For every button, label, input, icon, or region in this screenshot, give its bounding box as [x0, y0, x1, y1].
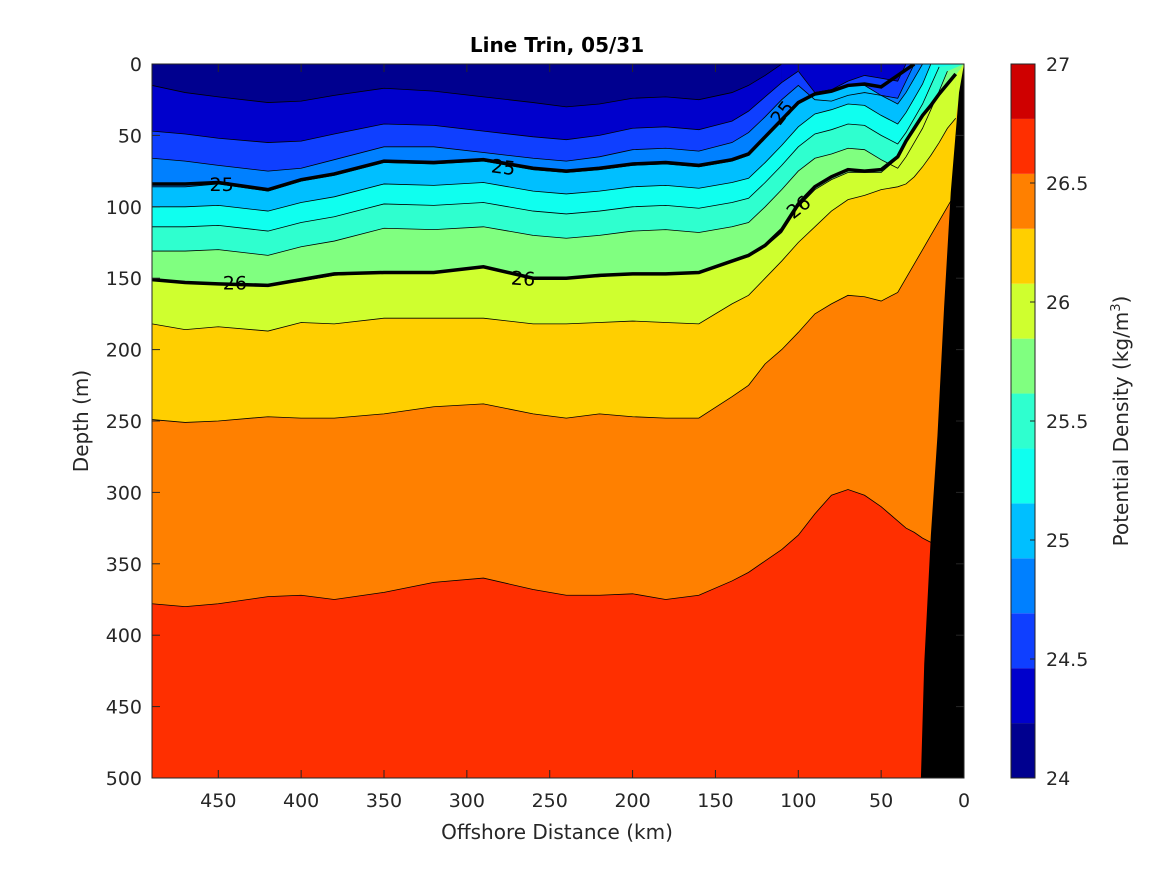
y-tick-label: 300	[106, 482, 142, 504]
x-tick-label: 0	[958, 790, 970, 812]
y-tick-label: 400	[106, 625, 142, 647]
contour-line-25.5	[152, 64, 932, 212]
bathymetry-layer	[920, 64, 964, 778]
x-tick-label: 150	[697, 790, 733, 812]
contour-label-0: 25	[210, 174, 234, 196]
contour-line-26	[152, 70, 948, 256]
y-tick-label: 100	[106, 197, 142, 219]
y-tick-label: 500	[106, 768, 142, 790]
colorbar-tick-label: 26.5	[1046, 173, 1088, 195]
x-tick-label: 50	[869, 790, 893, 812]
y-tick-label: 200	[106, 340, 142, 362]
colorbar-tick-label: 24	[1046, 768, 1070, 790]
colorbar-segment	[1011, 448, 1035, 504]
contour-label-text: 26	[510, 267, 536, 291]
bathymetry-land	[920, 64, 964, 778]
x-tick-label: 350	[366, 790, 402, 812]
contour-label-text: 25	[210, 174, 234, 196]
x-axis-label: Offshore Distance (km)	[441, 820, 673, 844]
contour-band-27	[152, 489, 931, 778]
bold-contour-25	[152, 64, 916, 192]
x-tick-label: 300	[449, 790, 485, 812]
y-axis-label: Depth (m)	[69, 370, 93, 472]
colorbar-segment	[1011, 338, 1035, 394]
x-axis: 450 400 350 300 250 200 150 100 50 0	[200, 64, 970, 812]
colorbar-label: Potential Density (kg/m3)	[1109, 296, 1133, 547]
bold-contour-26	[152, 72, 958, 288]
colorbar-segment	[1011, 118, 1035, 174]
contour-line-layer	[152, 64, 958, 608]
x-tick-label: 400	[283, 790, 319, 812]
x-tick-label: 250	[532, 790, 568, 812]
contour-label-4: 26	[510, 267, 536, 291]
chart-title: Line Trin, 05/31	[470, 33, 644, 57]
contour-line-27	[152, 489, 932, 608]
colorbar-label-main: Potential Density (kg/m	[1109, 312, 1133, 547]
colorbar-segment	[1011, 173, 1035, 229]
x-tick-label: 450	[200, 790, 236, 812]
contour-label-3: 26	[223, 272, 247, 294]
y-tick-label: 150	[106, 268, 142, 290]
x-tick-label: 100	[780, 790, 816, 812]
y-tick-label: 350	[106, 554, 142, 576]
colorbar-segment	[1011, 64, 1035, 119]
colorbar-label-superscript: 3	[1109, 303, 1124, 311]
y-tick-label: 450	[106, 697, 142, 719]
colorbar-tick-label: 25.5	[1046, 411, 1088, 433]
colorbar-tick-label: 27	[1046, 54, 1070, 76]
contour-line-24.5	[152, 64, 782, 108]
colorbar-label-end: )	[1109, 296, 1133, 304]
y-axis: 0 50 100 150 200 250 300 350 400 450 500	[106, 54, 964, 790]
colorbar-segment	[1011, 503, 1035, 559]
contour-line-26.5	[152, 118, 957, 332]
contour-label-1: 25	[490, 155, 517, 180]
y-tick-label: 250	[106, 411, 142, 433]
colorbar-tick-label: 25	[1046, 530, 1070, 552]
y-tick-label: 50	[118, 125, 142, 147]
contour-line-25.75	[152, 66, 940, 232]
colorbar-segment	[1011, 613, 1035, 669]
contour-line-25	[152, 64, 915, 172]
colorbar-segment	[1011, 723, 1035, 778]
contour-line-26.75	[152, 192, 957, 423]
colorbar-axis: 24 24.5 25 25.5 26 26.5 27	[1030, 54, 1088, 790]
contour-line-24.75	[152, 64, 907, 143]
colorbar-tick-label: 26	[1046, 292, 1070, 314]
y-tick-label: 0	[130, 54, 142, 76]
colorbar-segment	[1011, 668, 1035, 724]
contour-label-text: 25	[490, 155, 517, 180]
colorbar-segment	[1011, 228, 1035, 284]
colorbar-segment	[1011, 283, 1035, 339]
contour-label-text: 26	[223, 272, 247, 294]
colorbar-tick-label: 24.5	[1046, 649, 1088, 671]
colorbar	[1010, 63, 1036, 779]
x-tick-label: 200	[614, 790, 650, 812]
colorbar-segment	[1011, 558, 1035, 614]
